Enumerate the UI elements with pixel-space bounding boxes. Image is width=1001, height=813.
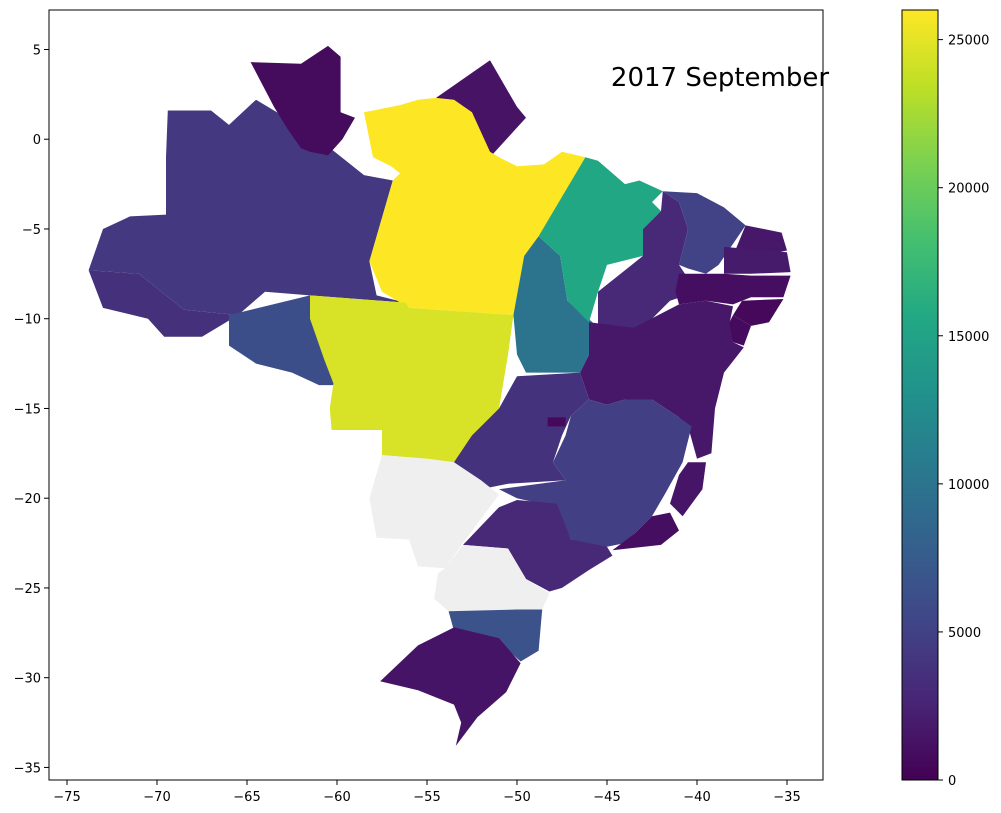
colorbar-tick-label: 5000 bbox=[948, 626, 981, 641]
map-region bbox=[380, 627, 521, 746]
map-region bbox=[88, 270, 238, 337]
map-region bbox=[448, 609, 543, 662]
x-tick-label: −45 bbox=[593, 790, 620, 805]
map-region bbox=[310, 295, 514, 463]
x-tick-label: −50 bbox=[503, 790, 530, 805]
x-tick-label: −55 bbox=[413, 790, 440, 805]
colorbar-tick-label: 25000 bbox=[948, 34, 989, 49]
colorbar bbox=[901, 9, 939, 781]
x-tick-label: −60 bbox=[323, 790, 350, 805]
map-region bbox=[369, 455, 499, 569]
map-region bbox=[580, 300, 744, 459]
x-axis: −75 −70 −65 −60 −55 −50 −45 −40 −35 bbox=[53, 780, 801, 805]
y-axis: 5 0 −5 −10 −15 −20 −25 −30 −35 bbox=[14, 43, 49, 776]
y-tick-label: 5 bbox=[33, 43, 41, 58]
map-region bbox=[454, 372, 589, 488]
colorbar-axis: 0 5000 10000 15000 20000 25000 bbox=[938, 34, 989, 789]
map-region bbox=[434, 544, 550, 612]
map-region bbox=[670, 462, 706, 517]
map-region bbox=[513, 236, 593, 373]
colorbar-tick-label: 15000 bbox=[948, 330, 989, 345]
colorbar-tick-label: 10000 bbox=[948, 478, 989, 493]
map-region bbox=[733, 225, 787, 256]
x-tick-label: −70 bbox=[143, 790, 170, 805]
map-annotation: 2017 September bbox=[611, 63, 829, 93]
map-region bbox=[547, 417, 566, 427]
map-region bbox=[499, 399, 692, 549]
y-tick-label: −20 bbox=[14, 492, 41, 507]
x-tick-label: −35 bbox=[773, 790, 800, 805]
map-region bbox=[436, 60, 526, 158]
y-tick-label: −35 bbox=[14, 761, 41, 776]
colorbar-tick-label: 20000 bbox=[948, 182, 989, 197]
map-region bbox=[727, 315, 751, 346]
y-tick-label: 0 bbox=[33, 133, 41, 148]
map-region bbox=[250, 45, 355, 156]
y-tick-label: −25 bbox=[14, 582, 41, 597]
y-tick-label: −10 bbox=[14, 313, 41, 328]
x-tick-label: −75 bbox=[53, 790, 80, 805]
x-tick-label: −40 bbox=[683, 790, 710, 805]
x-tick-label: −65 bbox=[233, 790, 260, 805]
map-plot-frame bbox=[48, 9, 824, 781]
map-region bbox=[364, 97, 586, 316]
colorbar-tick-label: 0 bbox=[948, 774, 956, 789]
map-region bbox=[675, 273, 791, 305]
map-region bbox=[598, 191, 697, 334]
y-tick-label: −15 bbox=[14, 402, 41, 417]
map-region bbox=[724, 246, 791, 274]
map-regions bbox=[88, 45, 791, 746]
map-region bbox=[538, 157, 663, 323]
map-region bbox=[733, 299, 784, 326]
map-region bbox=[612, 512, 679, 551]
y-tick-label: −5 bbox=[22, 223, 41, 238]
map-region bbox=[463, 500, 613, 592]
y-tick-label: −30 bbox=[14, 672, 41, 687]
